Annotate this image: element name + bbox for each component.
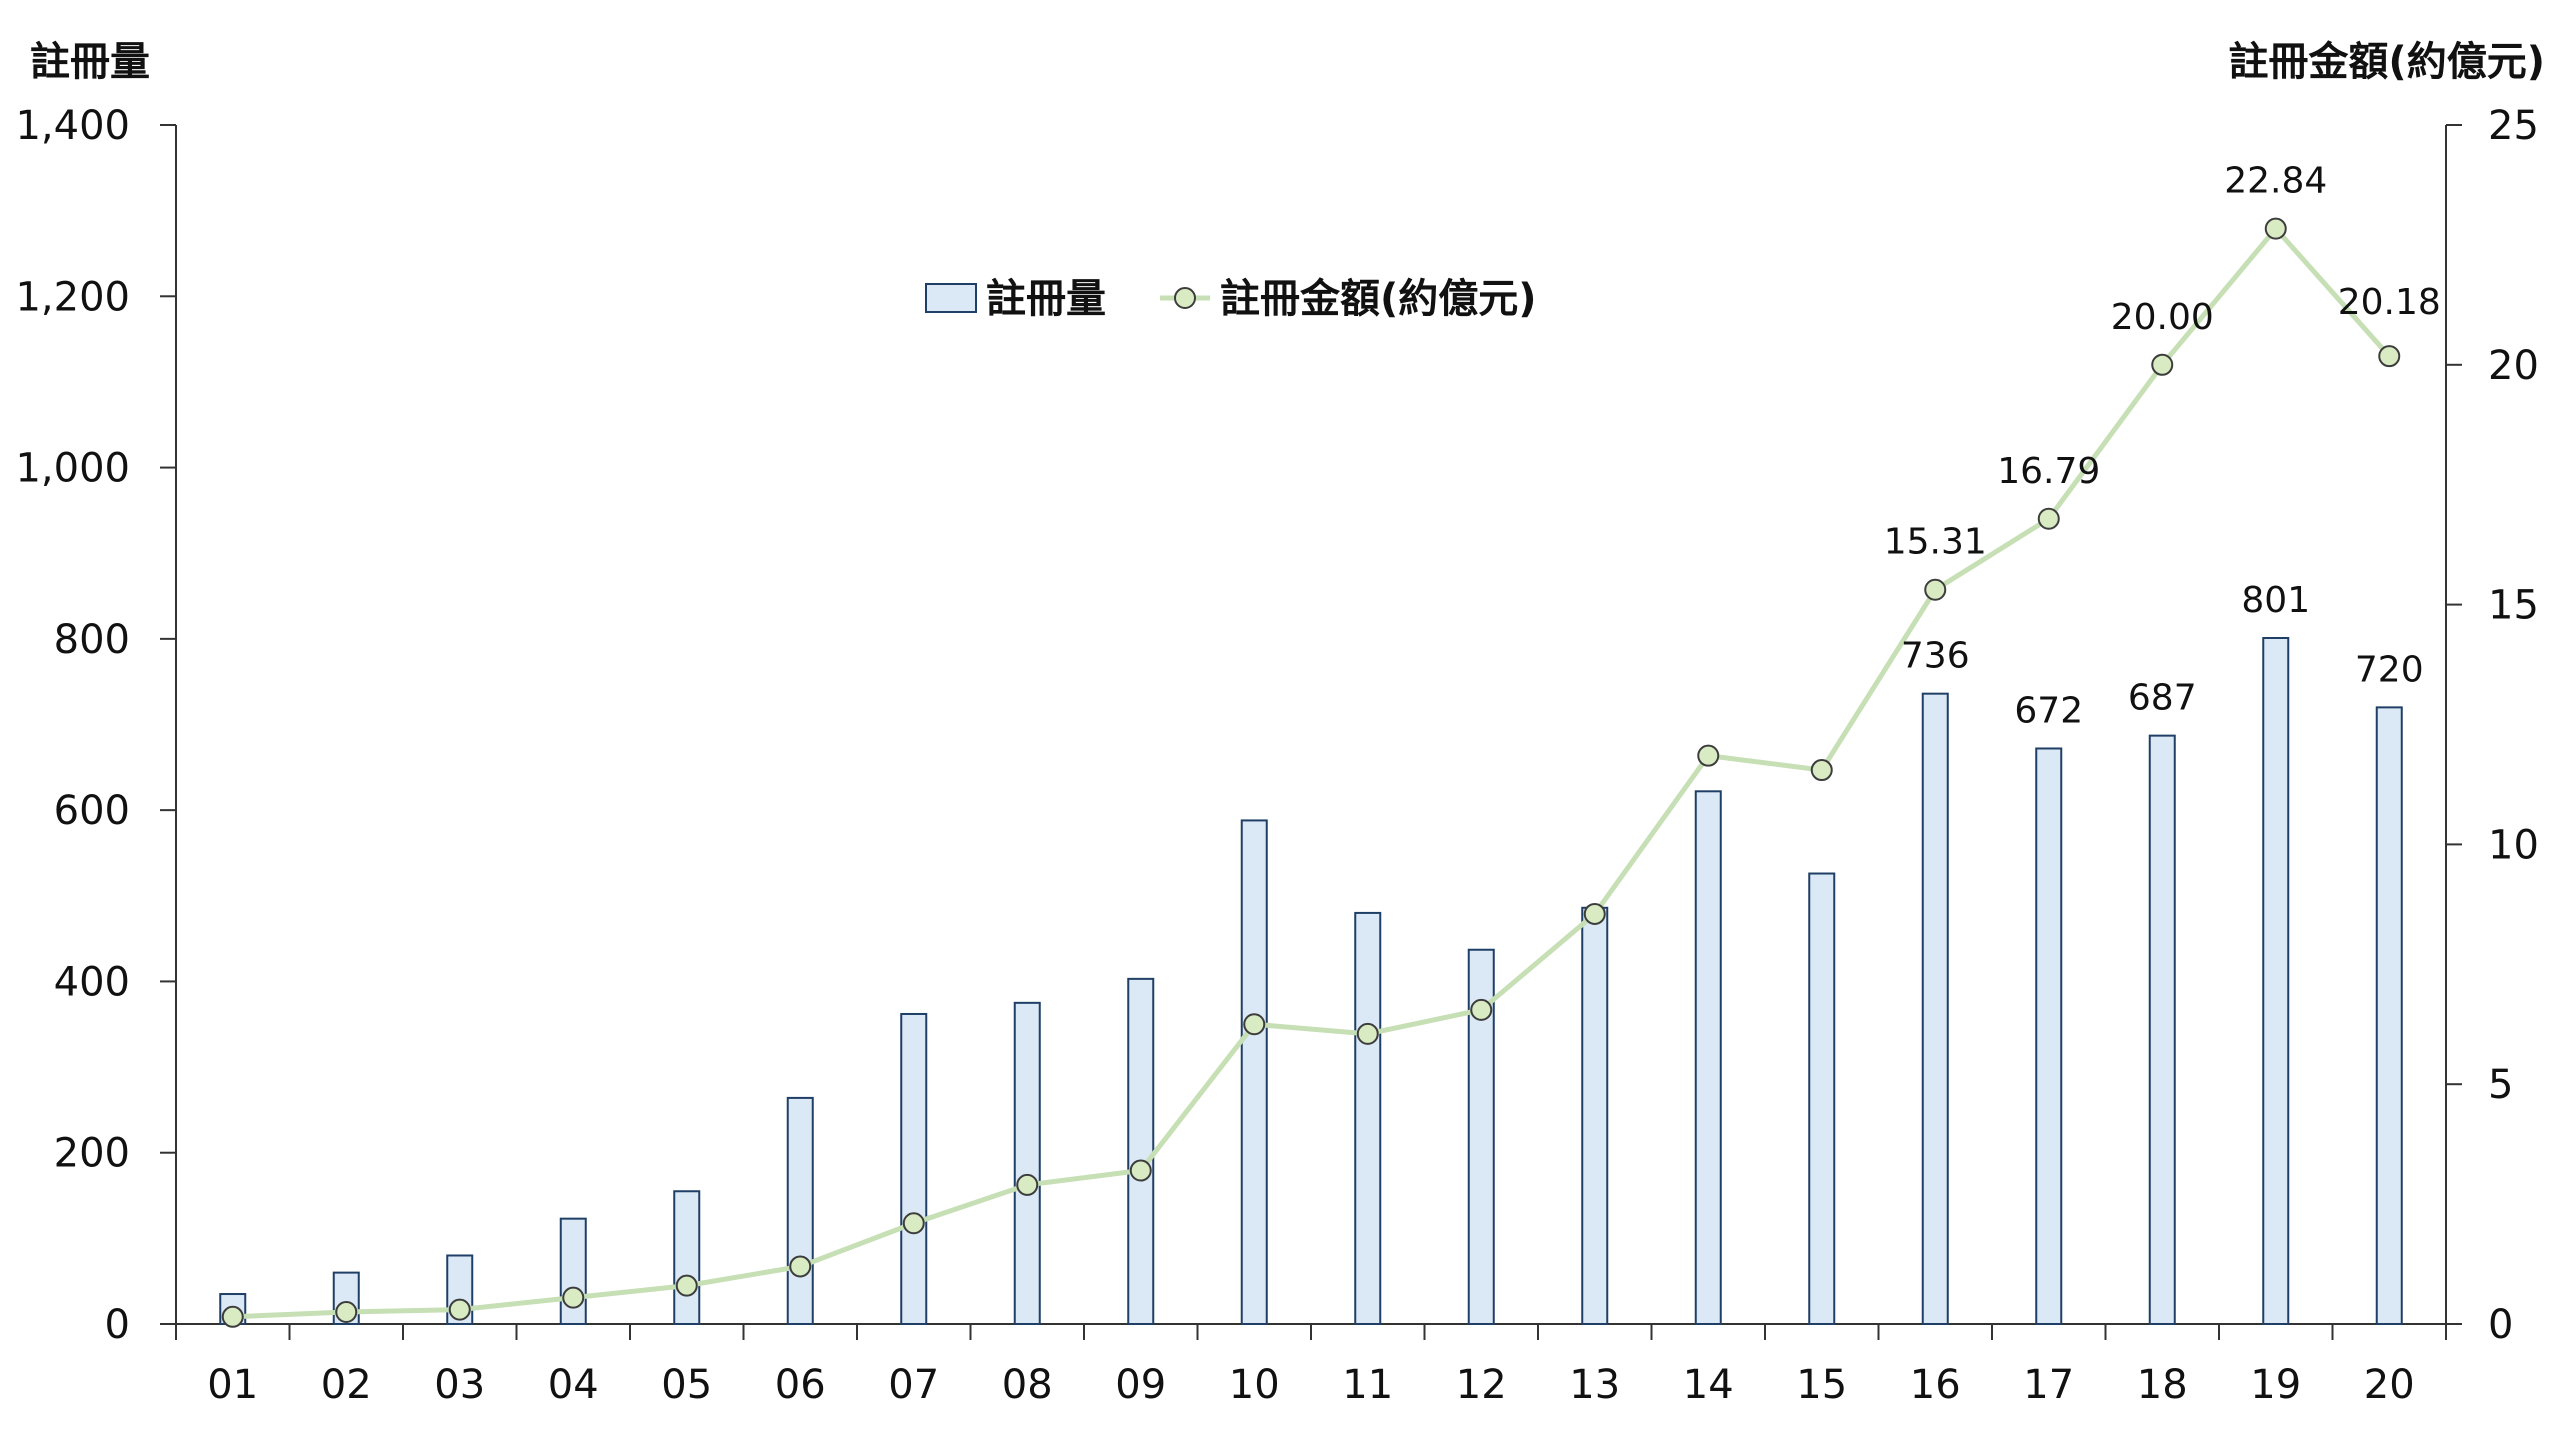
bar (786, 1096, 814, 1325)
line-data-label: 16.79 (1997, 451, 2100, 492)
x-tick-label: 14 (1683, 1362, 1734, 1408)
line-point (2151, 353, 2174, 376)
right-tick-label: 5 (2488, 1062, 2513, 1108)
x-tick-label: 13 (1569, 1362, 1620, 1408)
line-point (1129, 1159, 1152, 1182)
bar (2148, 734, 2176, 1325)
line-point (221, 1305, 244, 1328)
bar (2262, 637, 2290, 1325)
bar (673, 1190, 701, 1325)
line-point (1016, 1173, 1039, 1196)
left-tick-label: 600 (54, 788, 130, 834)
x-tick-label: 11 (1342, 1362, 1393, 1408)
x-tick-label: 10 (1229, 1362, 1280, 1408)
legend-bar-swatch (925, 283, 977, 313)
bar-data-label: 672 (2014, 690, 2083, 731)
left-axis-title: 註冊量 (30, 39, 150, 85)
bar-data-label: 736 (1901, 636, 1970, 677)
x-tick-label: 17 (2023, 1362, 2074, 1408)
bar-data-label: 801 (2241, 580, 2310, 621)
line-point (1924, 578, 1947, 601)
x-tick-label: 06 (775, 1362, 826, 1408)
legend-line-label: 註冊金額(約億元) (1220, 276, 1537, 322)
line-point (2378, 345, 2401, 368)
line-point (902, 1212, 925, 1235)
right-tick-label: 15 (2488, 583, 2539, 629)
bars-group (219, 637, 2403, 1326)
x-tick-label: 19 (2250, 1362, 2301, 1408)
line-series-group (221, 217, 2401, 1328)
line-point (335, 1301, 358, 1324)
line-point (2037, 507, 2060, 530)
bar (1581, 906, 1609, 1325)
left-tick-label: 200 (54, 1131, 130, 1177)
legend: 註冊量 註冊金額(約億元) (925, 276, 1537, 322)
bar (900, 1012, 928, 1325)
bar (2035, 747, 2063, 1325)
x-tick-label: 09 (1115, 1362, 1166, 1408)
x-tick-label: 12 (1456, 1362, 1507, 1408)
line-point (1243, 1013, 1266, 1036)
axes-group: 02004006008001,0001,2001,400051015202501… (15, 103, 2538, 1408)
left-tick-label: 400 (54, 959, 130, 1005)
left-tick-label: 0 (105, 1302, 130, 1348)
right-tick-label: 20 (2488, 343, 2539, 389)
amount-line (232, 224, 2392, 1320)
line-point (1697, 744, 1720, 767)
line-point (1470, 998, 1493, 1021)
line-point (1810, 759, 1833, 782)
legend-bar-label: 註冊量 (986, 276, 1106, 322)
x-tick-label: 04 (548, 1362, 599, 1408)
bar (1808, 872, 1836, 1325)
bar (1127, 977, 1155, 1326)
line-point (2264, 217, 2287, 240)
line-data-label: 22.84 (2224, 161, 2327, 202)
line-point (675, 1274, 698, 1297)
x-tick-label: 01 (207, 1362, 258, 1408)
line-point (1356, 1022, 1379, 1045)
x-tick-label: 20 (2364, 1362, 2415, 1408)
x-tick-label: 16 (1910, 1362, 1961, 1408)
x-tick-label: 07 (888, 1362, 939, 1408)
right-tick-label: 25 (2488, 103, 2539, 149)
line-data-label: 20.18 (2338, 282, 2441, 323)
left-tick-label: 1,400 (15, 103, 130, 149)
bar (1354, 911, 1382, 1326)
line-data-label: 15.31 (1884, 522, 1987, 563)
legend-line-marker (1174, 287, 1196, 309)
line-point (789, 1255, 812, 1278)
line-point (1583, 902, 1606, 925)
x-tick-label: 15 (1796, 1362, 1847, 1408)
right-axis-title: 註冊金額(約億元) (2228, 39, 2545, 85)
left-tick-label: 800 (54, 617, 130, 663)
bar (1921, 692, 1949, 1325)
right-tick-label: 0 (2488, 1302, 2513, 1348)
line-point (448, 1298, 471, 1321)
bar (1694, 790, 1722, 1325)
left-tick-label: 1,200 (15, 274, 130, 320)
bar-data-label: 687 (2128, 678, 2197, 719)
bar (1240, 819, 1268, 1325)
line-data-label: 20.00 (2111, 297, 2214, 338)
x-tick-label: 08 (1002, 1362, 1053, 1408)
x-tick-label: 05 (661, 1362, 712, 1408)
x-tick-label: 18 (2137, 1362, 2188, 1408)
bar-data-label: 720 (2355, 649, 2424, 690)
left-tick-label: 1,000 (15, 446, 130, 492)
bar (1013, 1001, 1041, 1325)
bar (2375, 706, 2403, 1325)
x-tick-label: 03 (434, 1362, 485, 1408)
x-tick-label: 02 (321, 1362, 372, 1408)
right-tick-label: 10 (2488, 822, 2539, 868)
line-point (562, 1286, 585, 1309)
